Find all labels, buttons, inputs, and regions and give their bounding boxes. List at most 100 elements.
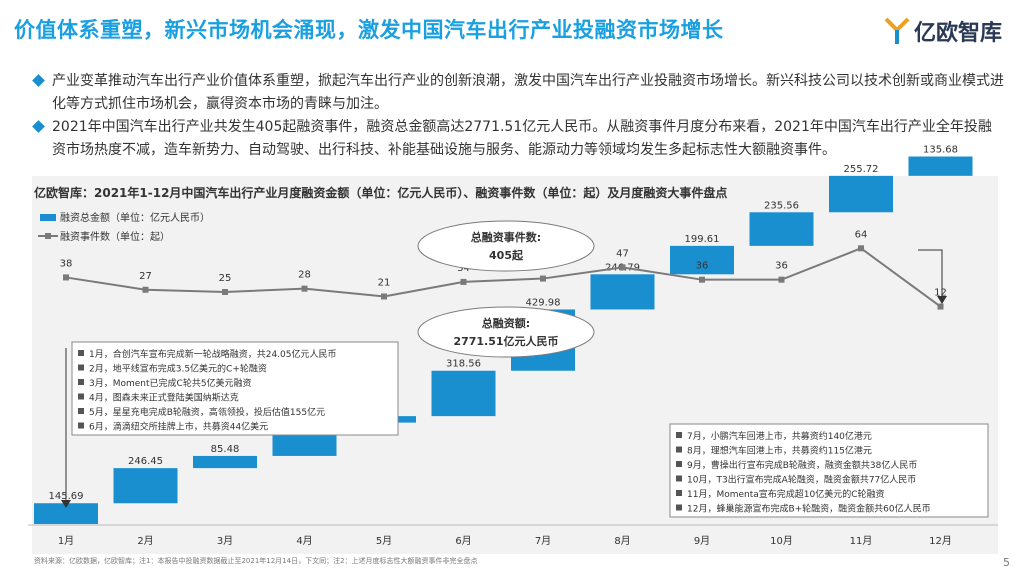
- line-marker: [460, 278, 467, 285]
- event-item: 2月，地平线宣布完成3.5亿美元的C+轮融资: [89, 363, 267, 375]
- line-value-label: 64: [855, 229, 868, 240]
- legend-swatch-amount: [40, 214, 56, 221]
- arrow-head: [937, 296, 947, 304]
- page-title: 价值体系重塑，新兴市场机会涌现，激发中国汽车出行产业投融资市场增长: [14, 18, 724, 42]
- bar-value-label: 85.48: [211, 444, 240, 455]
- logo-icon: [884, 17, 910, 44]
- x-tick-label: 7月: [535, 535, 551, 547]
- legend-label-count: 融资事件数（单位：起）: [60, 230, 170, 243]
- event-bullet-icon: [78, 379, 84, 385]
- legend-marker-count: [45, 233, 51, 239]
- line-value-label: 38: [60, 258, 73, 269]
- bullet-text: 2021年中国汽车出行产业共发生405起融资事件，融资总金额高达2771.51亿…: [52, 119, 992, 158]
- event-bullet-icon: [78, 350, 84, 356]
- event-item: 11月，Momenta宣布完成超10亿美元的C轮融资: [687, 488, 885, 500]
- event-item: 3月，Moment已完成C轮共5亿美元融资: [89, 377, 252, 389]
- event-item: 8月，理想汽车回港上市，共募资约115亿港元: [687, 445, 872, 457]
- line-marker: [381, 293, 387, 300]
- bullet-text: 产业变革推动汽车出行产业价值体系重塑，掀起汽车出行产业的创新浪潮，激发中国汽车出…: [52, 73, 1004, 112]
- event-item: 7月，小鹏汽车回港上市，共募资约140亿港元: [687, 430, 872, 442]
- callout-value: 405起: [489, 248, 524, 262]
- line-value-label: 36: [696, 261, 709, 272]
- bar-value-label: 429.98: [526, 297, 561, 308]
- logo-text: 亿欧智库: [914, 21, 1003, 46]
- event-bullet-icon: [676, 461, 682, 467]
- bullet-item: 2021年中国汽车出行产业共发生405起融资事件，融资总金额高达2771.51亿…: [32, 116, 1004, 162]
- line-marker: [778, 276, 785, 283]
- chart-bar: [590, 274, 655, 310]
- chart-bar: [431, 370, 496, 417]
- event-bullet-icon: [676, 490, 682, 496]
- event-bullet-icon: [676, 504, 682, 511]
- chart-title: 亿欧智库：2021年1-12月中国汽车出行产业月度融资金额（单位：亿元人民币）、…: [34, 186, 728, 200]
- line-value-label: 27: [139, 271, 152, 282]
- chart-bar: [749, 212, 814, 246]
- bar-value-label: 318.56: [446, 359, 481, 370]
- chart-bar: [113, 468, 178, 504]
- line-value-label: 47: [616, 248, 629, 259]
- bar-value-label: 135.68: [923, 145, 958, 156]
- callout-label: 总融资额:: [482, 316, 530, 330]
- x-tick-label: 9月: [694, 535, 710, 547]
- arrow-line: [918, 249, 943, 302]
- bar-value-label: 199.61: [685, 234, 720, 245]
- chart-bar: [829, 175, 893, 213]
- chart-bar: [34, 503, 98, 524]
- event-bullet-icon: [78, 393, 84, 400]
- event-item: 6月，滴滴纽交所挂牌上市，共募资44亿美元: [89, 421, 268, 433]
- line-marker: [63, 274, 69, 281]
- line-marker: [619, 264, 626, 271]
- bar-value-label: 246.45: [128, 456, 163, 467]
- line-marker: [222, 289, 228, 295]
- event-item: 9月，曹操出行宣布完成B轮融资，融资金额共38亿人民币: [687, 459, 917, 471]
- line-value-label: 12: [934, 288, 947, 299]
- x-tick-label: 4月: [296, 535, 312, 547]
- event-item: 4月，图森未来正式登陆美国纳斯达克: [89, 392, 239, 404]
- chart-bar: [193, 455, 257, 469]
- event-bullet-icon: [676, 432, 682, 438]
- x-tick-label: 10月: [770, 535, 793, 547]
- event-item: 5月，星星充电完成B轮融资，高瓴领投，投后估值155亿元: [89, 406, 325, 418]
- line-marker: [699, 276, 705, 283]
- event-bullet-icon: [676, 446, 682, 453]
- callout-label: 总融资事件数:: [471, 230, 541, 244]
- x-tick-label: 2月: [137, 535, 153, 547]
- bullet-list: 产业变革推动汽车出行产业价值体系重塑，掀起汽车出行产业的创新浪潮，激发中国汽车出…: [32, 70, 1004, 162]
- x-tick-label: 12月: [929, 535, 952, 547]
- series-line-count: [65, 247, 942, 308]
- chart-bar: [908, 156, 973, 176]
- event-bullet-icon: [78, 408, 84, 414]
- line-value-label: 21: [378, 277, 391, 288]
- event-item: 10月，T3出行宣布完成A轮融资，融资金额共77亿人民币: [687, 474, 916, 486]
- line-marker: [301, 285, 308, 292]
- event-bullet-icon: [676, 475, 682, 482]
- event-box-h1: [71, 341, 399, 436]
- event-bullet-icon: [78, 422, 84, 429]
- bullet-item: 产业变革推动汽车出行产业价值体系重塑，掀起汽车出行产业的创新浪潮，激发中国汽车出…: [32, 70, 1004, 116]
- line-marker: [142, 286, 149, 293]
- callout-oval-events: [417, 220, 595, 272]
- line-value-label: 28: [298, 270, 311, 281]
- chart-bar: [670, 245, 734, 275]
- bar-value-label: 255.72: [844, 164, 879, 175]
- line-marker: [858, 245, 864, 252]
- callout-value: 2771.51亿元人民币: [453, 334, 558, 348]
- line-marker: [540, 275, 546, 282]
- event-item: 12月，蜂巢能源宣布完成B+轮融资，融资金额共60亿人民币: [687, 503, 931, 515]
- x-tick-label: 11月: [850, 535, 873, 547]
- x-tick-label: 6月: [455, 535, 471, 547]
- source-note: 资料来源：亿欧数据，亿欧智库；注1：本报告中投融资数据截止至2021年12月14…: [34, 557, 478, 565]
- logo: 亿欧智库: [884, 14, 1002, 48]
- page-number: 5: [1003, 556, 1010, 569]
- line-value-label: 36: [775, 261, 788, 272]
- event-item: 1月，合创汽车宣布完成新一轮战略融资，共24.05亿元人民币: [89, 348, 337, 360]
- line-marker: [937, 303, 944, 310]
- bar-value-label: 235.56: [764, 200, 799, 211]
- arrow-head: [61, 500, 71, 508]
- x-tick-label: 5月: [376, 535, 392, 547]
- callout-oval-amount: [417, 306, 595, 358]
- x-tick-label: 8月: [614, 535, 630, 547]
- event-bullet-icon: [78, 364, 84, 371]
- x-tick-label: 3月: [217, 535, 233, 547]
